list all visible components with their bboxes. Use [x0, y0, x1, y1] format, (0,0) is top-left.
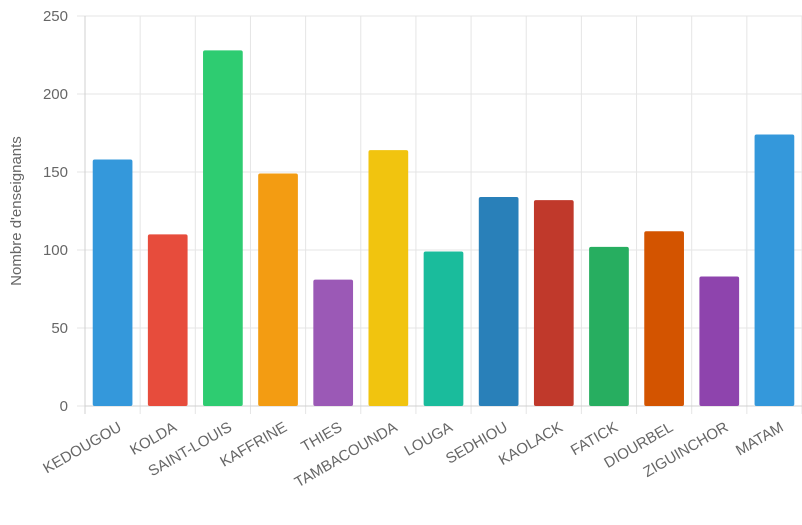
bar-saint-louis [203, 50, 243, 406]
x-tick-label: MATAM [733, 419, 786, 460]
bar-sedhiou [478, 196, 519, 406]
y-tick-label: 100 [43, 242, 68, 259]
bar-thies [313, 279, 354, 406]
bar-louga [423, 251, 464, 406]
y-axis-ticks: 0 50 100 150 200 250 [43, 8, 68, 415]
bar-matam [754, 134, 795, 406]
bar-ziguinchor [699, 276, 740, 406]
y-tick-label: 150 [43, 164, 68, 181]
y-tick-label: 50 [51, 320, 68, 337]
bar-kaffrine [258, 173, 298, 406]
grid [77, 15, 802, 414]
bar-tambacounda [368, 150, 409, 406]
bar-kaolack [533, 200, 574, 406]
bars [92, 50, 795, 406]
y-tick-label: 250 [43, 8, 68, 25]
bar-kedougou [92, 159, 133, 406]
bar-diourbel [644, 231, 684, 406]
x-tick-label: TAMBACOUNDA [292, 419, 401, 492]
x-tick-label: KEDOUGOU [40, 419, 124, 477]
y-tick-label: 200 [43, 86, 68, 103]
bar-kolda [147, 234, 188, 406]
bar-fatick [589, 246, 629, 406]
y-axis-title: Nombre d'enseignants [8, 136, 25, 286]
y-tick-label: 0 [60, 398, 68, 415]
